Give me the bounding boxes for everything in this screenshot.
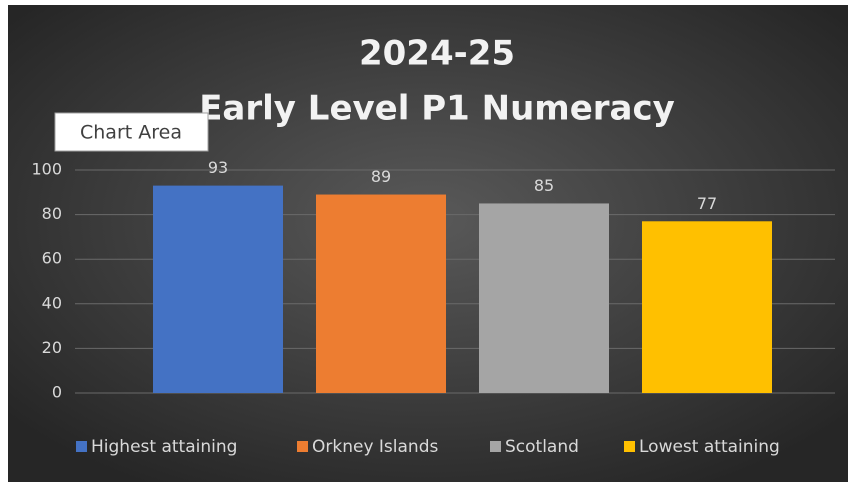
chart-title: Early Level P1 Numeracy [199, 89, 675, 129]
plot: 0 20 40 60 80 100 93 89 85 77 Highest attaining Ork… [31, 158, 835, 457]
y-tick-label: 100 [31, 160, 62, 179]
data-label: 77 [697, 194, 717, 213]
tooltip-text: Chart Area [80, 122, 182, 144]
bar [153, 185, 283, 393]
data-label: 89 [371, 167, 391, 186]
data-label: 85 [534, 176, 554, 195]
y-tick-label: 60 [42, 249, 62, 268]
legend-swatch [76, 441, 87, 452]
y-tick-label: 40 [42, 293, 62, 312]
legend-label: Orkney Islands [312, 437, 438, 457]
bar [642, 221, 772, 393]
legend-label: Highest attaining [91, 437, 237, 457]
legend-swatch [490, 441, 501, 452]
y-tick-label: 20 [42, 338, 62, 357]
bar [316, 194, 446, 393]
y-tick-label: 80 [42, 204, 62, 223]
legend-label: Scotland [505, 437, 579, 457]
legend-label: Lowest attaining [639, 437, 780, 457]
data-label: 93 [208, 158, 228, 177]
tooltip: Chart Area [54, 112, 209, 152]
legend-swatch [624, 441, 635, 452]
y-tick-label: 0 [52, 383, 62, 402]
bar [479, 203, 609, 393]
chart-title: 2024-25 [359, 34, 515, 74]
legend-swatch [297, 441, 308, 452]
tooltip-box [54, 112, 209, 152]
